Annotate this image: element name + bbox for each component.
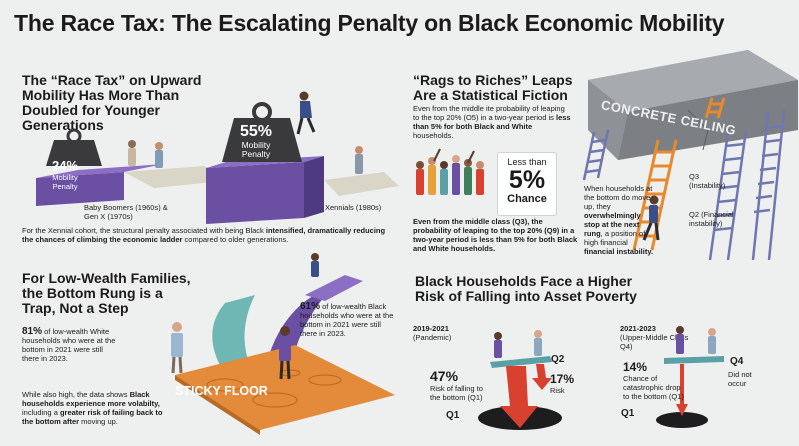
seesaw-right-illustration [656,326,724,428]
person-icon-left [128,140,136,166]
floor-plane [175,345,395,430]
concrete-ceiling-illustration [582,50,798,261]
right-weight-icon [222,118,302,162]
section2-lower-text: Even from the middle class (Q3), the pro… [413,217,578,253]
arrow-down-small-icon [532,364,552,390]
right-platform-front [206,162,304,224]
stat-left: 81% of low-wealth White households who w… [22,326,116,364]
seesaw-left-illustration [478,330,562,430]
left-weight-icon [46,140,102,166]
section3-body: While also high, the data shows Black ho… [22,390,163,426]
person-icon-seesaw-c [676,326,684,354]
left-stat-b: 17% Risk [550,372,575,395]
person-icon-seesaw-a [494,332,502,358]
q2-label: Q2 (Financial instability) [689,210,734,228]
right-period: 2021-2023 (Upper-Middle Class Q4) [620,324,689,351]
left-weight-badge: 24% Mobility Penalty [51,158,79,191]
section1-body: For the Xennial cohort, the structural p… [22,226,386,244]
section1-heading: The “Race Tax” on Upward Mobility Has Mo… [22,72,202,133]
probability-badge: Less than 5% Chance [497,152,557,216]
gen-right-label: Xennials (1980s) [325,203,382,212]
arrow-down-right-icon [676,364,688,416]
left-stat-a: 47% Risk of falling to the bottom (Q1) [430,368,483,402]
page-title: The Race Tax: The Escalating Penalty on … [14,10,725,36]
section2-heading: “Rags to Riches” Leaps Are a Statistical… [413,72,573,103]
people-group-icon [416,148,484,195]
left-q-high: Q2 [551,354,565,365]
race-tax-illustration [36,91,399,224]
sticky-floor-label: STICKY FLOOR [175,384,268,398]
pit-right [656,412,708,428]
right-side-text: Did not occur [728,370,752,388]
section3-heading: For Low-Wealth Families, the Bottom Rung… [22,270,191,316]
ribbon-teal [212,295,255,365]
person-icon-seesaw-b [534,330,542,356]
right-q-low: Q1 [621,408,635,419]
person-icon-black [279,326,291,380]
left-q-low: Q1 [446,410,460,421]
section2-body: Even from the middle ite probability of … [413,104,571,140]
person-icon-seesaw-d [708,328,716,354]
left-platform-front [36,172,124,206]
right-q-high: Q4 [730,356,744,367]
left-platform-top [36,164,164,178]
person-icon-white [171,322,183,374]
right-weight-badge: 55% Mobility Penalty [239,123,273,159]
person-icon-left-2 [155,142,163,168]
seesaw-left-board [490,356,552,368]
person-icon-top [311,253,319,277]
seesaw-right-board [664,356,724,364]
arrow-down-left-icon [500,366,538,428]
right-stat: 14% Chance of catastrophic drop to the b… [623,360,684,401]
gen-left-label: Baby Boomers (1960s) & Gen X (1970s) [84,203,168,221]
person-icon-running [296,91,316,135]
person-icon-right [355,146,363,174]
person-icon-climber [642,195,660,241]
crowd-illustration [416,148,484,195]
left-period: 2019-2021 (Pandemic) [413,324,452,342]
ladder-icon-blue [582,109,786,261]
stat-right: 61% of low-wealth Black households who w… [300,301,394,339]
sticky-floor-illustration [171,253,395,435]
section2-right-text: When households at the bottom do move up… [584,184,654,256]
section4-heading: Black Households Face a Higher Risk of F… [415,273,637,304]
q3-label: Q3 (Instability) [689,172,726,190]
